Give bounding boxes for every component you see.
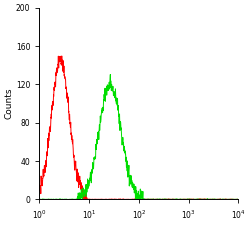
Y-axis label: Counts: Counts bbox=[4, 88, 13, 119]
